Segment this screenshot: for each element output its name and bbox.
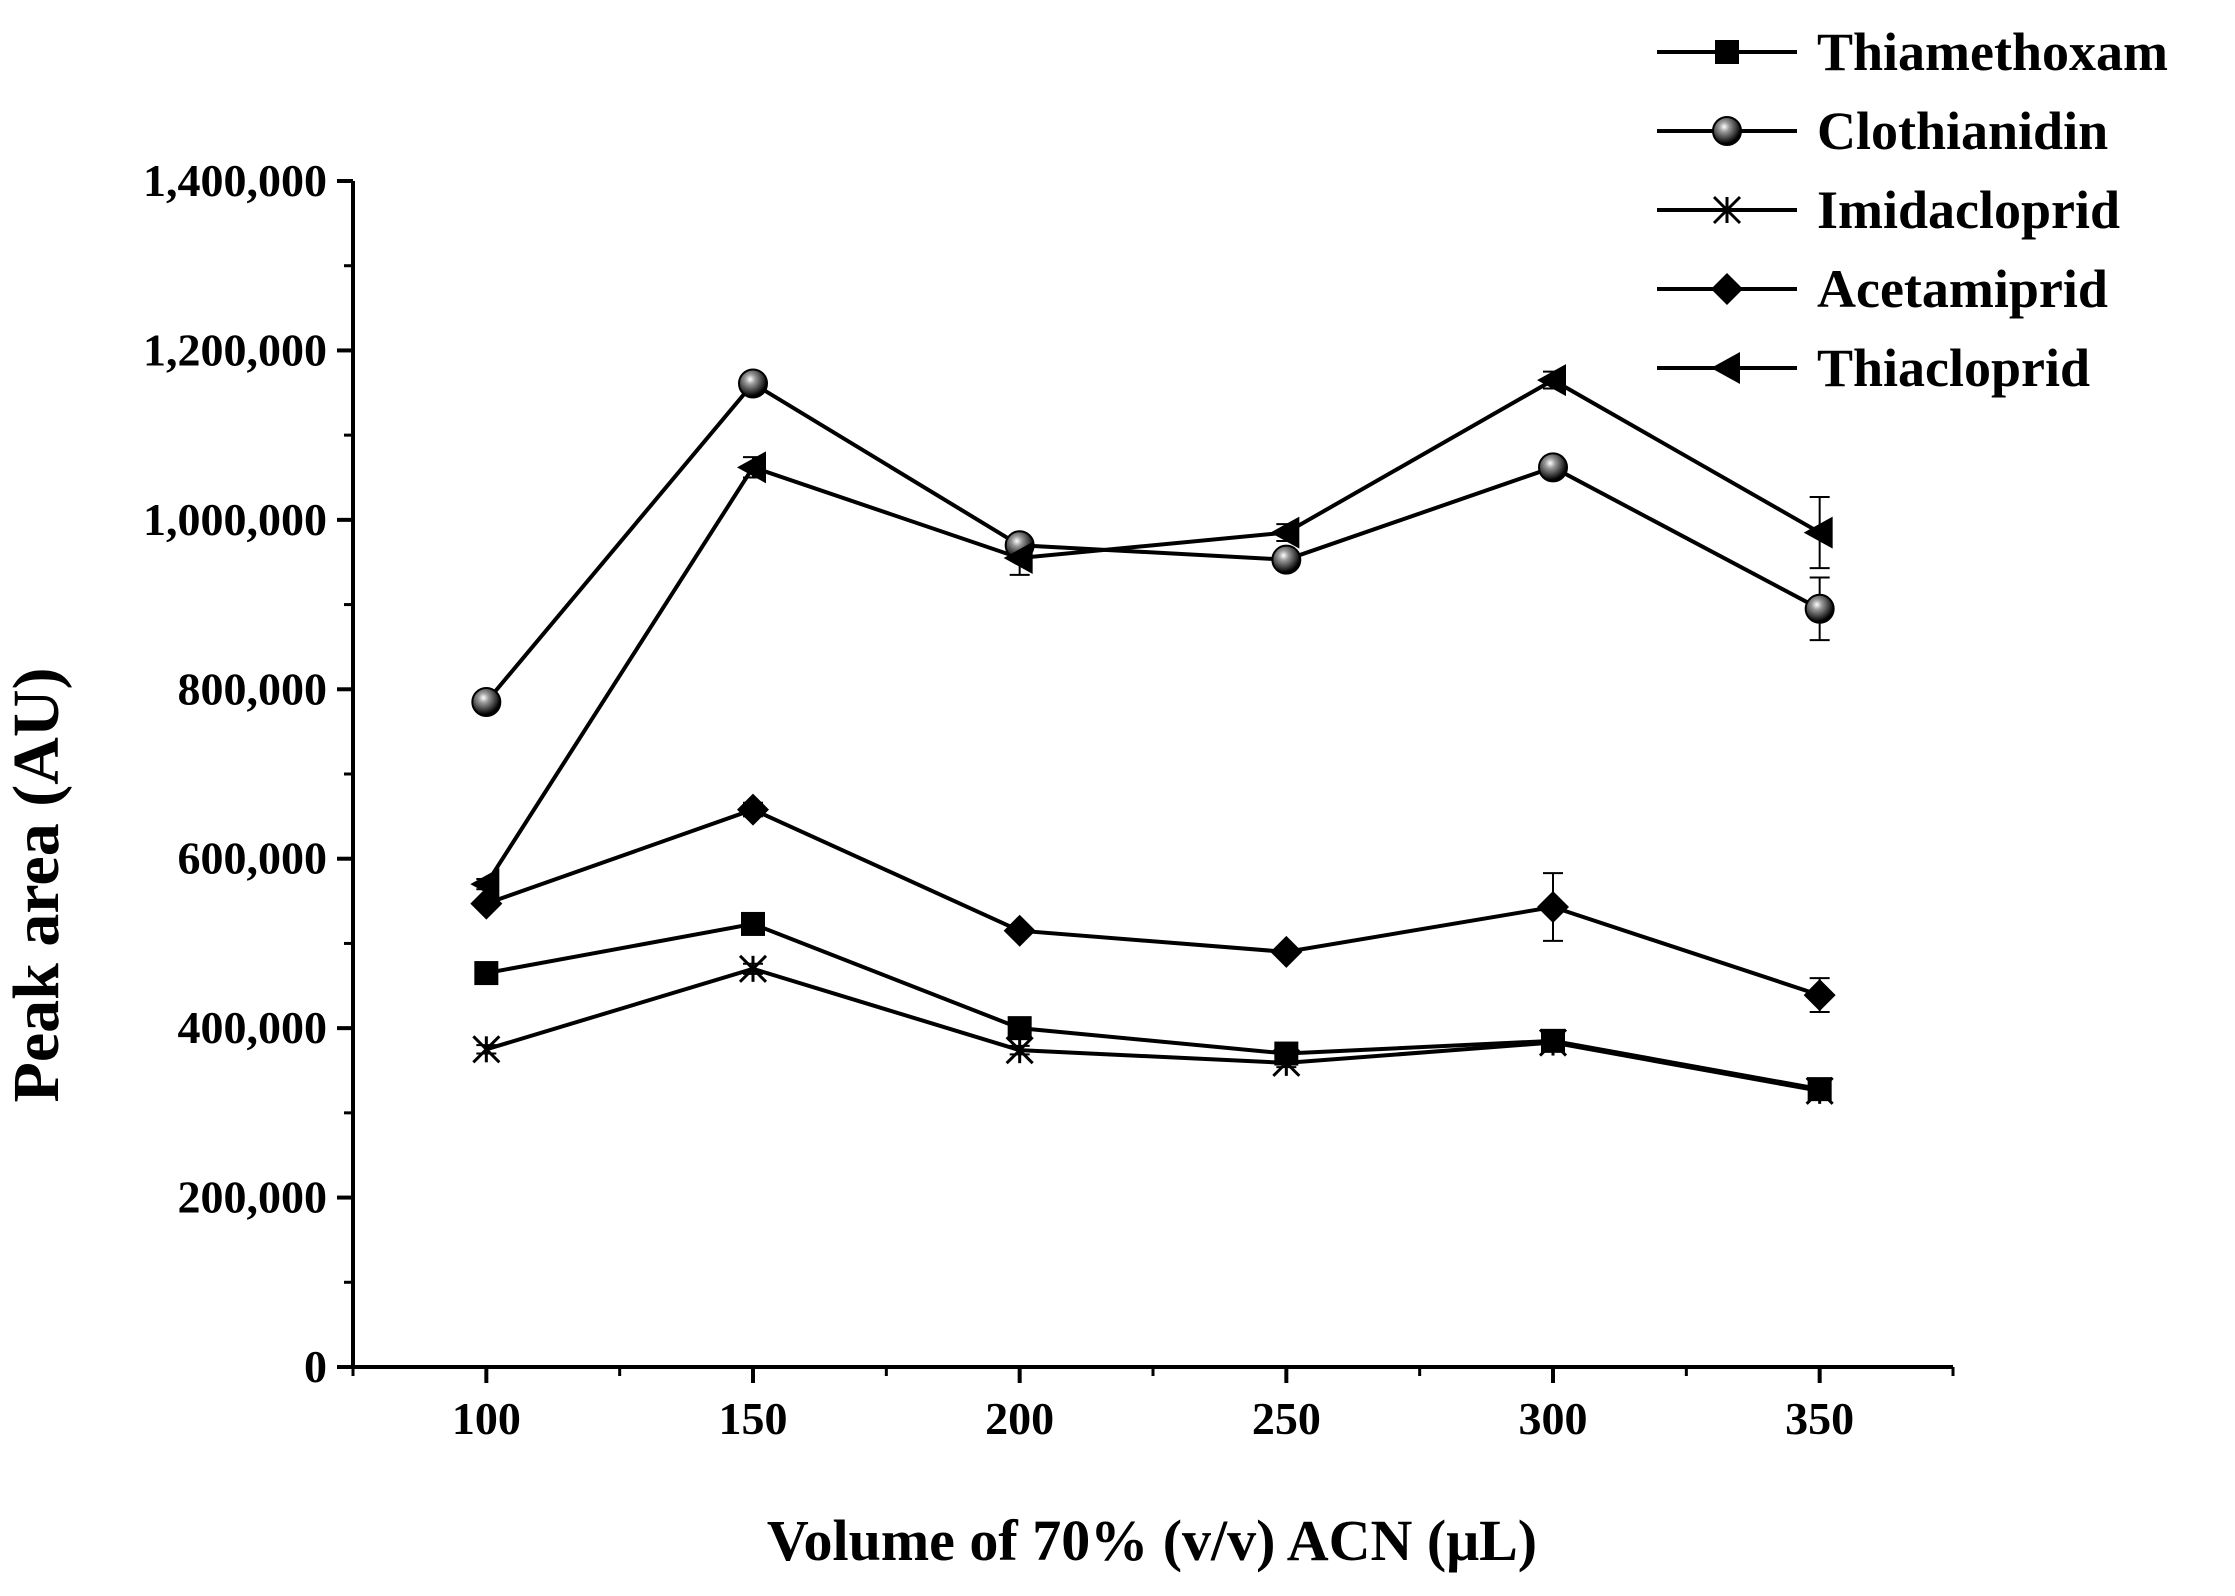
legend-label: Thiacloprid [1817,338,2090,398]
legend-marker [1712,195,1742,225]
acetamiprid-point [1537,891,1569,924]
legend-marker [1711,273,1743,305]
x-tick-label: 200 [985,1393,1054,1444]
thiacloprid-point [1803,516,1833,549]
legend-item-imidacloprid: Imidacloprid [1657,180,2120,240]
acetamiprid-point [1803,979,1836,1012]
imidacloprid-point [738,954,768,983]
clothianidin-point [738,368,768,399]
y-tick-label: 1,200,000 [143,324,327,375]
imidacloprid-line [485,966,1821,1093]
legend-marker [1711,352,1740,384]
imidacloprid-point [1005,1036,1034,1065]
x-tick-label: 300 [1519,1393,1588,1444]
legend-label: Thiamethoxam [1817,22,2168,82]
legend-label: Acetamiprid [1817,259,2108,319]
clothianidin-point [1271,544,1302,575]
acetamiprid-point [1003,914,1036,947]
legend-label: Clothianidin [1817,101,2108,161]
x-tick-label: 100 [452,1393,521,1444]
clothianidin-point [471,686,502,717]
y-tick-label: 0 [304,1341,327,1392]
imidacloprid-point [1272,1048,1301,1077]
legend-label: Imidacloprid [1817,180,2120,240]
legend-item-thiacloprid: Thiacloprid [1657,338,2090,398]
y-tick-label: 1,400,000 [143,155,327,206]
legend-item-thiamethoxam: Thiamethoxam [1657,22,2168,82]
imidacloprid-point [1538,1028,1568,1057]
y-tick-label: 200,000 [178,1172,328,1223]
x-tick-label: 250 [1252,1393,1321,1444]
legend-item-acetamiprid: Acetamiprid [1657,259,2108,319]
thiamethoxam-point [741,911,765,936]
y-tick-label: 600,000 [178,833,328,884]
thiacloprid-point [1270,516,1300,549]
tick-labels: 0 200,000 400,000 600,000 800,000 1,000,000 1,… [143,155,1854,1444]
y-tick-label: 400,000 [178,1002,328,1053]
acetamiprid-point [737,793,769,826]
thiamethoxam-point [1007,1016,1032,1041]
thiamethoxam-point [474,961,499,986]
clothianidin-line [484,380,1821,704]
x-axis-title: Volume of 70% (v/v) ACN (μL) [767,1508,1537,1573]
imidacloprid-point [1805,1076,1834,1105]
thiacloprid-point [470,868,500,901]
thiacloprid-point [1537,364,1566,397]
axes [337,179,1955,1383]
thiacloprid-line [484,377,1821,886]
legend-item-clothianidin: Clothianidin [1657,101,2108,161]
series-markers [470,364,1836,1105]
acetamiprid-point [1270,935,1303,968]
series-lines [484,377,1821,1093]
thiacloprid-point [1003,541,1033,574]
legend-marker [1715,40,1739,64]
y-tick-label: 1,000,000 [143,494,327,545]
clothianidin-point [1538,452,1568,483]
error-bars [476,370,1830,1097]
acetamiprid-line [485,807,1821,998]
x-tick-label: 150 [719,1393,788,1444]
imidacloprid-point [472,1035,501,1064]
y-axis-title: Peak area (AU) [0,668,73,1103]
clothianidin-point [1804,593,1835,624]
legend-marker [1712,116,1742,146]
legend: Thiamethoxam Clothianidin Imidacloprid Acet… [1657,22,2168,398]
thiacloprid-point [737,451,766,484]
x-tick-label: 350 [1785,1393,1854,1444]
thiamethoxam-line [485,921,1821,1092]
y-tick-label: 800,000 [178,663,328,714]
